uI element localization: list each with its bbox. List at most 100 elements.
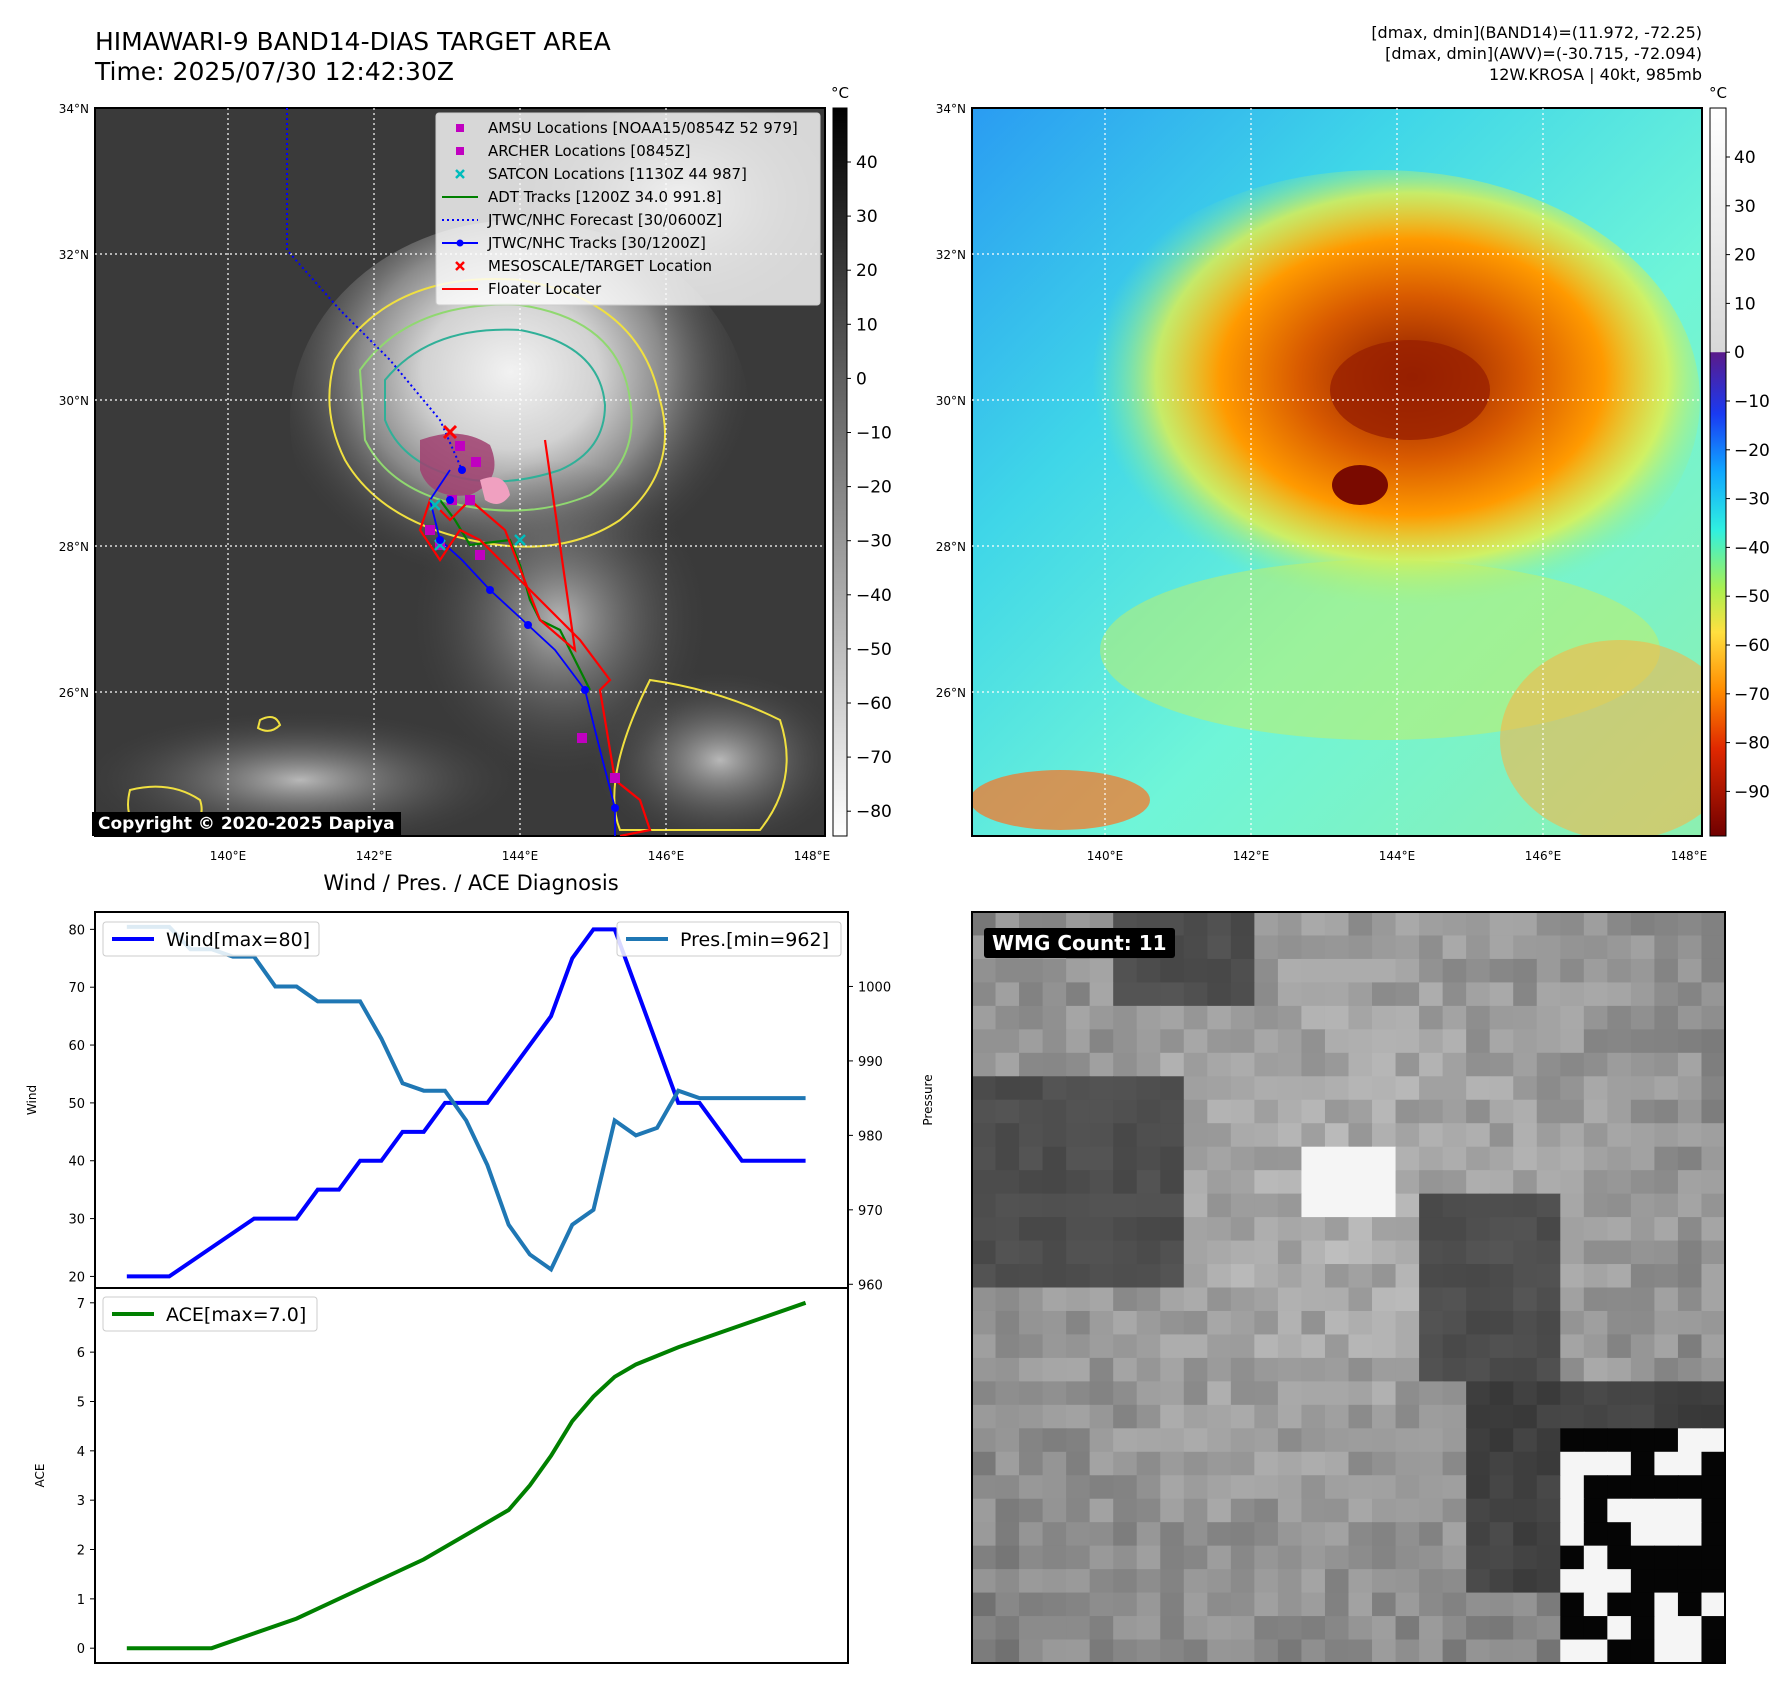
amsu-archer-marker [577, 733, 587, 743]
lon-tick-label: 142°E [356, 849, 393, 863]
pressure-series-line [126, 924, 806, 1273]
ace-axis-label: ACE [33, 1464, 47, 1488]
wind-y-tick: 40 [68, 1155, 85, 1170]
legend-entry: AMSU Locations [NOAA15/0854Z 52 979] [456, 119, 798, 137]
lat-tick-label: 26°N [936, 686, 966, 700]
lat-tick-label: 30°N [936, 394, 966, 408]
wv-colorbar-tick: −70 [1734, 685, 1770, 705]
figure-time: Time: 2025/07/30 12:42:30Z [94, 57, 454, 86]
jtwc-track-point [581, 686, 589, 694]
legend-entry: MESOSCALE/TARGET Location [455, 257, 712, 275]
ace-y-tick: 4 [77, 1445, 85, 1460]
ace-legend: ACE[max=7.0] [102, 1296, 318, 1332]
jtwc-track-point [446, 496, 454, 504]
legend-entry: JTWC/NHC Forecast [30/0600Z] [442, 211, 722, 229]
copyright-label: Copyright © 2020-2025 Dapiya [92, 812, 401, 836]
figure-title: HIMAWARI-9 BAND14-DIAS TARGET AREA [95, 27, 611, 56]
target-location-marker [442, 424, 458, 440]
ace-y-tick: 2 [77, 1544, 85, 1559]
lon-tick-label: 144°E [1379, 849, 1416, 863]
lon-tick-label: 146°E [1525, 849, 1562, 863]
wv-colorbar-tick: −50 [1734, 587, 1770, 607]
ace-series-line [126, 1300, 807, 1651]
ir-map-panel: 34°N 32°N 30°N 28°N 26°N 140°E 142°E 144°E 146°E… [59, 102, 831, 863]
ir-colorbar-tick: −80 [856, 802, 892, 822]
jtwc-track-point [458, 466, 466, 474]
wind-legend: Wind[max=80] [102, 921, 320, 957]
wind-y-tick: 20 [68, 1270, 85, 1285]
info-band14: [dmax, dmin](BAND14)=(11.972, -72.25) [1371, 23, 1702, 42]
ir-colorbar: °C 40 30 20 10 0 −10 −20 −30 −40 −50 −60 −70 −80 [831, 84, 892, 837]
wv-colorbar-tick: −80 [1734, 734, 1770, 754]
jtwc-track-point [436, 536, 444, 544]
lon-tick-label: 142°E [1233, 849, 1270, 863]
legend-label: MESOSCALE/TARGET Location [488, 257, 712, 275]
legend-label: AMSU Locations [NOAA15/0854Z 52 979] [488, 119, 798, 137]
wv-colorbar-tick: 40 [1734, 148, 1756, 168]
ace-y-tick: 5 [77, 1395, 85, 1410]
legend-label: Floater Locater [488, 280, 602, 298]
jtwc-track-point [611, 804, 619, 812]
legend-label: JTWC/NHC Forecast [30/0600Z] [487, 211, 722, 229]
lon-tick-label: 140°E [210, 849, 247, 863]
ir-colorbar-tick: −60 [856, 694, 892, 714]
ir-colorbar-unit: °C [831, 84, 849, 102]
ace-y-tick: 6 [77, 1346, 85, 1361]
wv-colorbar-tick: −10 [1734, 392, 1770, 412]
amsu-archer-marker [425, 525, 435, 535]
lat-tick-label: 30°N [59, 394, 89, 408]
ir-colorbar-tick: 10 [856, 315, 878, 335]
pressure-y-tick: 960 [858, 1278, 883, 1293]
jtwc-track-point [524, 621, 532, 629]
lat-tick-label: 32°N [59, 248, 89, 262]
ir-map-gridlines: 34°N 32°N 30°N 28°N 26°N 140°E 142°E 144°E 146°E… [59, 102, 831, 863]
lat-tick-label: 26°N [59, 686, 89, 700]
wv-colorbar-tick: −90 [1734, 782, 1770, 802]
wind-y-tick: 80 [68, 923, 85, 938]
ace-axes-frame [94, 1287, 849, 1664]
wv-colorbar-tick: 10 [1734, 294, 1756, 314]
wind-y-tick: 50 [68, 1097, 85, 1112]
ir-colorbar-tick: −40 [856, 586, 892, 606]
wv-colorbar-tick: −40 [1734, 538, 1770, 558]
pressure-y-tick: 990 [858, 1055, 883, 1070]
lon-tick-label: 140°E [1087, 849, 1124, 863]
pressure-y-tick: 1000 [858, 980, 891, 995]
info-awv: [dmax, dmin](AWV)=(-30.715, -72.094) [1385, 44, 1702, 63]
pressure-axis-label: Pressure [921, 1074, 935, 1125]
ir-colorbar-tick: 20 [856, 261, 878, 281]
ace-chart: 0 1 2 3 4 5 6 7 ACE ACE[max=7.0] [33, 1287, 849, 1664]
wv-colorbar-tick: −20 [1734, 441, 1770, 461]
legend-label: SATCON Locations [1130Z 44 987] [488, 165, 747, 183]
wmg-count-label: WMG Count: 11 [984, 928, 1175, 958]
lon-tick-label: 148°E [1671, 849, 1708, 863]
ace-y-tick: 1 [77, 1593, 85, 1608]
wv-map-panel: 34°N 32°N 30°N 28°N 26°N 140°E 142°E 144°E 146°E… [936, 102, 1708, 863]
legend-entry: Floater Locater [442, 280, 602, 298]
ir-colorbar-tick: −70 [856, 748, 892, 768]
ace-y-tick: 7 [77, 1297, 85, 1312]
wind-y-tick: 30 [68, 1213, 85, 1228]
legend-label: ARCHER Locations [0845Z] [488, 142, 691, 160]
legend-box [435, 112, 821, 306]
ace-legend-label: ACE[max=7.0] [166, 1304, 306, 1326]
ace-y-tick: 0 [77, 1642, 85, 1657]
floater-locater-line [418, 439, 652, 836]
pressure-legend: Pres.[min=962] [616, 921, 842, 957]
jtwc-track-point [486, 586, 494, 594]
legend-label: JTWC/NHC Tracks [30/1200Z] [487, 234, 706, 252]
amsu-archer-marker [610, 773, 620, 783]
lat-tick-label: 32°N [936, 248, 966, 262]
lat-tick-label: 28°N [59, 540, 89, 554]
legend-label: ADT Tracks [1200Z 34.0 991.8] [488, 188, 722, 206]
legend-entry: ADT Tracks [1200Z 34.0 991.8] [442, 188, 722, 206]
pressure-y-tick: 980 [858, 1129, 883, 1144]
satcon-marker [514, 534, 526, 546]
lat-tick-label: 34°N [936, 102, 966, 116]
ir-colorbar-tick: −10 [856, 424, 892, 444]
legend-entry: ARCHER Locations [0845Z] [456, 142, 691, 160]
ir-colorbar-tick: −20 [856, 478, 892, 498]
wind-legend-label: Wind[max=80] [166, 929, 310, 951]
ir-colorbar-tick: −50 [856, 640, 892, 660]
wind-y-tick: 70 [68, 981, 85, 996]
